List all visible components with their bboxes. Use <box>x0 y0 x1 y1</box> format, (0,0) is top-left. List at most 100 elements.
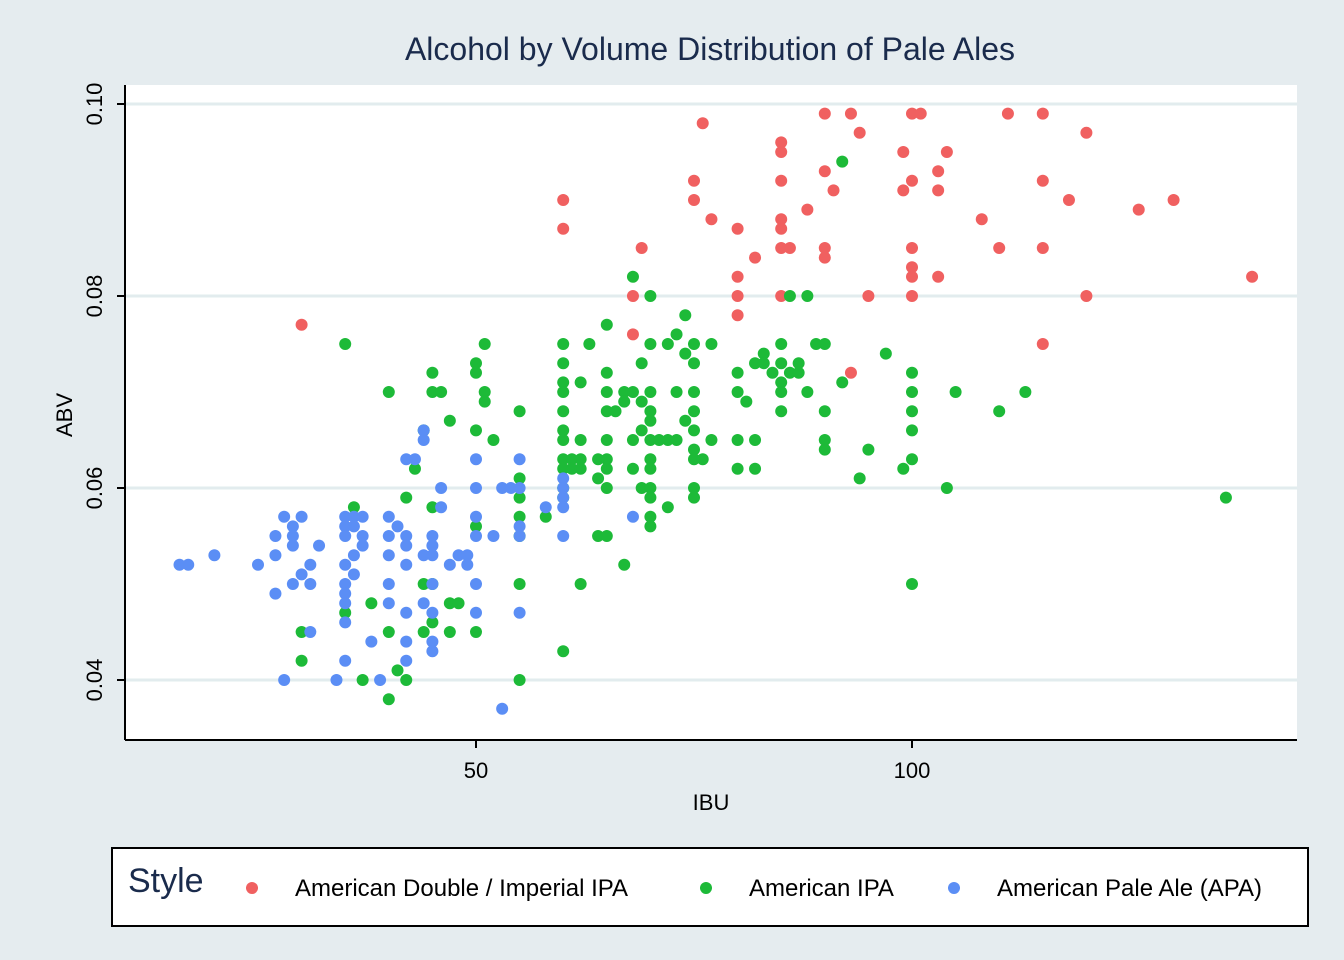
data-point <box>679 347 692 360</box>
data-point <box>600 434 613 446</box>
data-point <box>783 290 796 302</box>
data-point <box>356 510 369 523</box>
data-point <box>661 338 674 350</box>
data-point <box>382 510 395 523</box>
data-point <box>557 462 570 475</box>
x-tick-label: 100 <box>894 758 931 783</box>
data-point <box>635 242 648 254</box>
data-point <box>539 510 552 523</box>
data-point <box>688 357 700 370</box>
data-point <box>304 578 317 590</box>
data-point <box>688 338 700 350</box>
data-point <box>269 549 282 562</box>
legend-label: American Pale Ale (APA) <box>997 875 1262 902</box>
data-point <box>470 530 482 542</box>
data-point <box>295 626 308 638</box>
data-point <box>478 338 491 350</box>
data-point <box>653 434 666 446</box>
data-point <box>278 510 291 523</box>
data-point <box>1132 203 1145 216</box>
data-point <box>278 674 291 686</box>
data-point <box>775 376 788 389</box>
data-point <box>975 213 988 226</box>
data-point <box>644 453 657 466</box>
data-point <box>731 434 744 446</box>
series-2 <box>295 155 1232 706</box>
data-point <box>574 376 587 389</box>
data-point <box>513 491 526 504</box>
legend: Style American Double / Imperial IPA Amer… <box>111 847 1309 927</box>
data-point <box>1036 338 1049 350</box>
data-point <box>757 357 770 370</box>
plot-area <box>125 85 1297 740</box>
data-point <box>470 482 482 494</box>
data-point <box>688 194 700 206</box>
data-point <box>347 520 360 533</box>
data-point <box>426 635 439 648</box>
data-point <box>400 491 413 504</box>
data-point <box>557 434 570 446</box>
data-point <box>513 405 526 418</box>
data-point <box>400 674 413 686</box>
y-tick-label: 0.06 <box>82 467 107 510</box>
data-point <box>644 482 657 494</box>
data-point <box>382 549 395 562</box>
data-point <box>626 510 639 523</box>
data-point <box>818 405 831 418</box>
legend-label: American Double / Imperial IPA <box>295 875 628 902</box>
data-point <box>513 530 526 542</box>
data-point <box>470 357 482 370</box>
data-point <box>382 693 395 706</box>
data-point <box>775 136 788 149</box>
data-point <box>906 261 918 274</box>
data-point <box>417 597 430 610</box>
data-point <box>853 126 866 139</box>
data-point <box>600 386 613 398</box>
data-point <box>932 270 945 283</box>
x-axis-ticks: 50 100 <box>464 740 931 783</box>
data-point <box>574 434 587 446</box>
data-point <box>286 520 299 533</box>
data-point <box>644 491 657 504</box>
data-point <box>391 664 404 677</box>
data-point <box>252 558 264 571</box>
data-point <box>670 328 683 341</box>
data-point <box>844 107 857 120</box>
data-point <box>400 635 413 648</box>
data-point <box>443 558 456 571</box>
data-point <box>818 338 831 350</box>
data-point <box>347 501 360 514</box>
data-point <box>452 549 465 562</box>
data-point <box>574 453 587 466</box>
data-point <box>513 510 526 523</box>
data-point <box>853 472 866 485</box>
data-point <box>400 558 413 571</box>
data-point <box>688 482 700 494</box>
data-point <box>644 290 657 302</box>
data-point <box>731 222 744 235</box>
data-point <box>557 501 570 514</box>
data-point <box>400 654 413 667</box>
data-point <box>801 386 814 398</box>
data-point <box>818 165 831 178</box>
data-point <box>286 578 299 590</box>
data-point <box>600 482 613 494</box>
data-point <box>1036 107 1049 120</box>
data-point <box>1080 290 1093 302</box>
data-point <box>496 482 509 494</box>
data-point <box>1246 270 1259 283</box>
data-point <box>696 453 709 466</box>
data-point <box>557 491 570 504</box>
data-point <box>688 174 700 187</box>
data-point <box>705 434 718 446</box>
data-point <box>897 146 910 158</box>
data-point <box>313 539 326 552</box>
data-point <box>932 165 945 178</box>
data-point <box>609 405 622 418</box>
data-point <box>626 290 639 302</box>
data-point <box>749 357 762 370</box>
data-point <box>600 366 613 379</box>
data-point <box>557 645 570 658</box>
data-point <box>339 587 352 600</box>
data-point <box>426 366 439 379</box>
